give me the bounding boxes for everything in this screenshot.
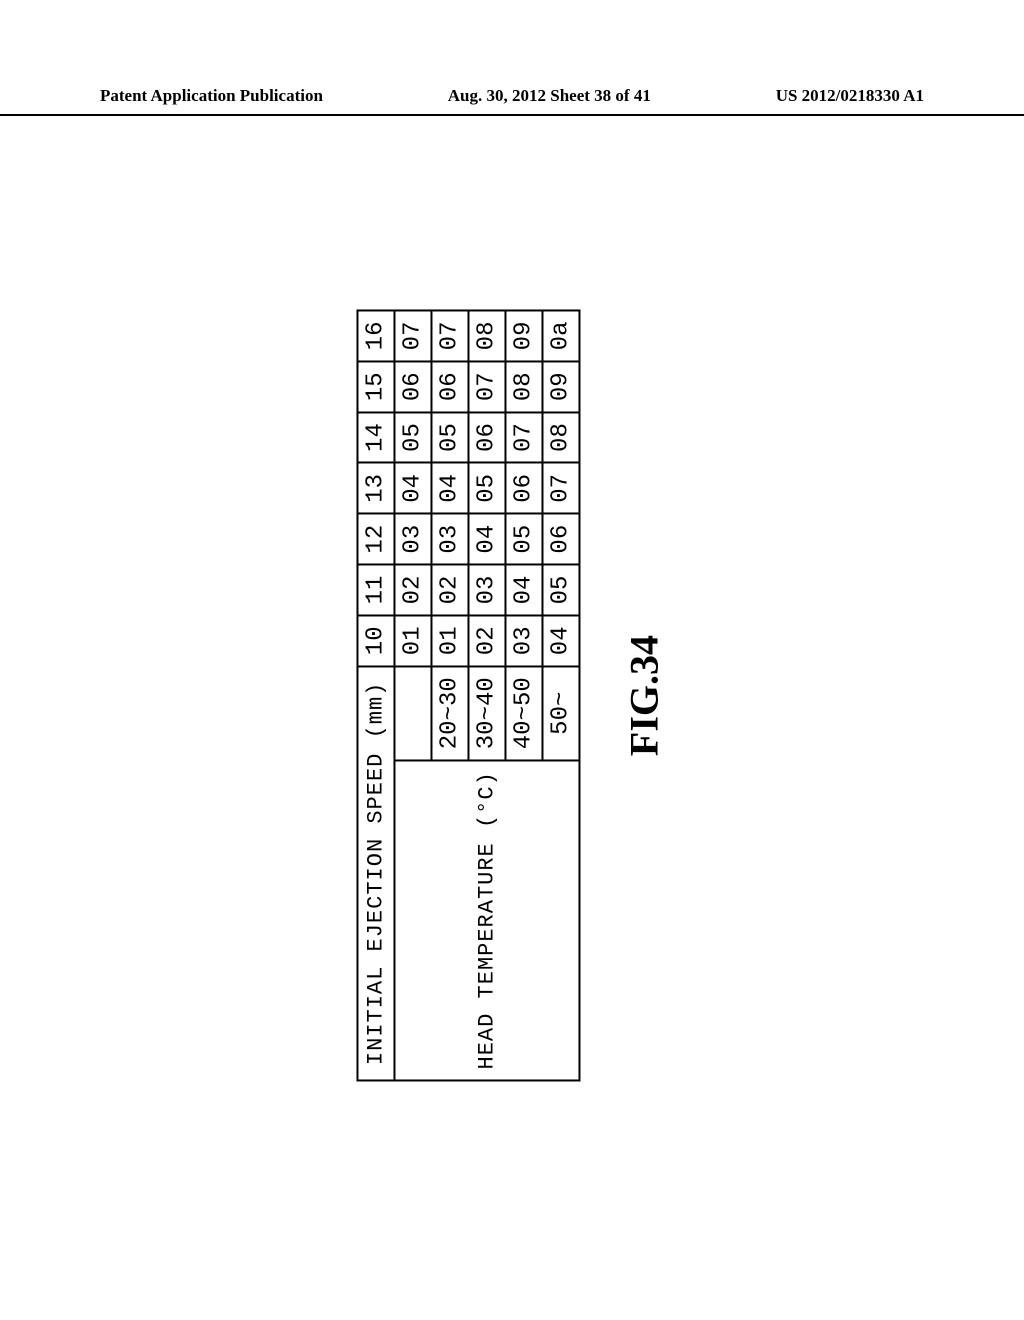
data-table: INITIAL EJECTION SPEED (mm) 10 11 12 13 … — [356, 309, 580, 1081]
cell: 09 — [505, 310, 542, 361]
cell: 04 — [431, 462, 468, 513]
cell: 02 — [468, 615, 505, 666]
cell: 09 — [542, 361, 579, 412]
cell: 06 — [542, 513, 579, 564]
col-header: 14 — [357, 412, 394, 463]
cell: 03 — [431, 513, 468, 564]
col-header: 12 — [357, 513, 394, 564]
cell: 05 — [542, 564, 579, 615]
temp-range: 30~40 — [468, 666, 505, 760]
table-header-row: INITIAL EJECTION SPEED (mm) 10 11 12 13 … — [357, 310, 394, 1080]
temp-range: 20~30 — [431, 666, 468, 760]
cell: 06 — [431, 361, 468, 412]
temp-blank — [394, 666, 431, 760]
temp-range: 40~50 — [505, 666, 542, 760]
cell: 07 — [505, 412, 542, 463]
temp-header: HEAD TEMPERATURE (°C) — [394, 760, 579, 1080]
cell: 05 — [431, 412, 468, 463]
cell: 07 — [542, 462, 579, 513]
table-row: HEAD TEMPERATURE (°C) 01 02 03 04 05 06 … — [394, 310, 431, 1080]
col-header: 16 — [357, 310, 394, 361]
col-header: 15 — [357, 361, 394, 412]
cell: 08 — [505, 361, 542, 412]
cell: 07 — [394, 310, 431, 361]
cell: 01 — [394, 615, 431, 666]
cell: 05 — [468, 462, 505, 513]
cell: 05 — [505, 513, 542, 564]
figure-label: FIG.34 — [620, 634, 667, 755]
temp-range: 50~ — [542, 666, 579, 760]
header-center: Aug. 30, 2012 Sheet 38 of 41 — [323, 86, 776, 106]
rotated-figure: INITIAL EJECTION SPEED (mm) 10 11 12 13 … — [356, 309, 667, 1081]
cell: 04 — [468, 513, 505, 564]
cell: 05 — [394, 412, 431, 463]
col-header: 10 — [357, 615, 394, 666]
cell: 04 — [505, 564, 542, 615]
cell: 07 — [431, 310, 468, 361]
cell: 08 — [468, 310, 505, 361]
cell: 06 — [468, 412, 505, 463]
cell: 03 — [468, 564, 505, 615]
cell: 03 — [505, 615, 542, 666]
cell: 06 — [505, 462, 542, 513]
figure-content: INITIAL EJECTION SPEED (mm) 10 11 12 13 … — [0, 170, 1024, 1220]
patent-page-header: Patent Application Publication Aug. 30, … — [0, 86, 1024, 116]
cell: 02 — [431, 564, 468, 615]
cell: 01 — [431, 615, 468, 666]
col-header: 13 — [357, 462, 394, 513]
cell: 03 — [394, 513, 431, 564]
cell: 0a — [542, 310, 579, 361]
cell: 07 — [468, 361, 505, 412]
col-header: 11 — [357, 564, 394, 615]
header-right: US 2012/0218330 A1 — [776, 86, 924, 106]
cell: 04 — [542, 615, 579, 666]
cell: 08 — [542, 412, 579, 463]
cell: 04 — [394, 462, 431, 513]
cell: 06 — [394, 361, 431, 412]
speed-header: INITIAL EJECTION SPEED (mm) — [357, 666, 394, 1080]
cell: 02 — [394, 564, 431, 615]
header-left: Patent Application Publication — [100, 86, 323, 106]
